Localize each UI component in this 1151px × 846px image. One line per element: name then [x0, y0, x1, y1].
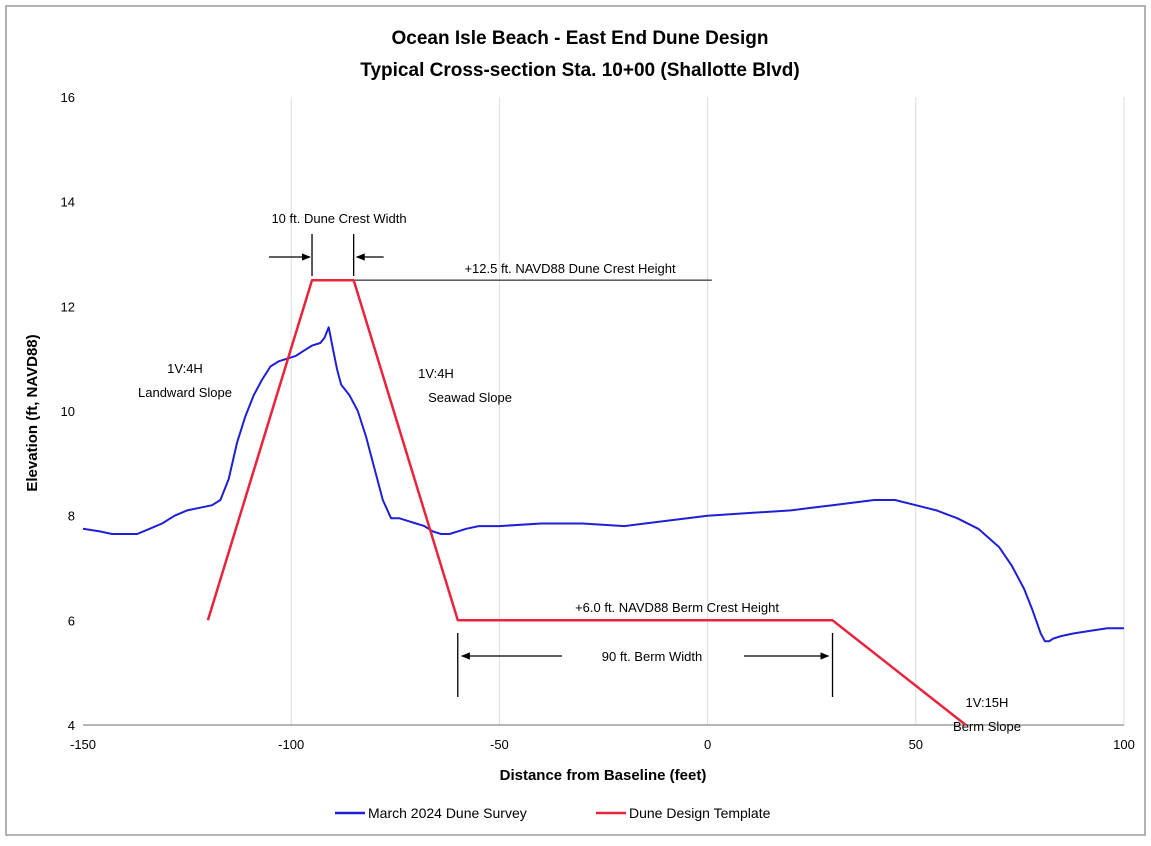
landward-slope-ratio-label: 1V:4H [167, 361, 203, 376]
legend-label-survey: March 2024 Dune Survey [368, 805, 527, 821]
x-tick-labels: -150 -100 -50 0 50 100 [70, 737, 1135, 752]
y-axis-label: Elevation (ft, NAVD88) [24, 334, 41, 491]
survey-line [82, 326, 1124, 643]
chart-title: Ocean Isle Beach - East End Dune Design [392, 28, 769, 49]
design-template-line [206, 278, 967, 726]
annotation-lines [269, 234, 834, 697]
y-tick-label: 14 [61, 195, 75, 210]
legend-label-template: Dune Design Template [629, 805, 771, 821]
chart-subtitle: Typical Cross-section Sta. 10+00 (Shallo… [360, 60, 799, 81]
legend: March 2024 Dune Survey Dune Design Templ… [335, 805, 771, 821]
x-tick-label: 50 [909, 737, 923, 752]
x-tick-label: 0 [704, 737, 711, 752]
x-axis-label: Distance from Baseline (feet) [500, 767, 707, 784]
landward-slope-label: Landward Slope [138, 385, 232, 400]
x-tick-label: -100 [278, 737, 304, 752]
crest-width-label: 10 ft. Dune Crest Width [271, 211, 406, 226]
y-tick-label: 4 [68, 718, 75, 733]
y-tick-labels: 4 6 8 10 12 14 16 [61, 90, 75, 733]
series-lines [82, 278, 1124, 726]
y-tick-label: 8 [68, 509, 75, 524]
berm-slope-label: Berm Slope [953, 719, 1021, 734]
berm-width-label: 90 ft. Berm Width [602, 649, 702, 664]
y-tick-label: 10 [61, 404, 75, 419]
chart-frame [5, 5, 1146, 836]
x-tick-label: -50 [490, 737, 509, 752]
y-tick-label: 6 [68, 613, 75, 628]
x-tick-label: 100 [1113, 737, 1135, 752]
crest-height-label: +12.5 ft. NAVD88 Dune Crest Height [464, 261, 676, 276]
seaward-slope-label: Seawad Slope [428, 390, 512, 405]
seaward-slope-ratio-label: 1V:4H [418, 366, 454, 381]
berm-height-label: +6.0 ft. NAVD88 Berm Crest Height [575, 600, 779, 615]
berm-slope-ratio-label: 1V:15H [966, 695, 1009, 710]
y-tick-label: 16 [61, 90, 75, 105]
x-tick-label: -150 [70, 737, 96, 752]
y-tick-label: 12 [61, 299, 75, 314]
